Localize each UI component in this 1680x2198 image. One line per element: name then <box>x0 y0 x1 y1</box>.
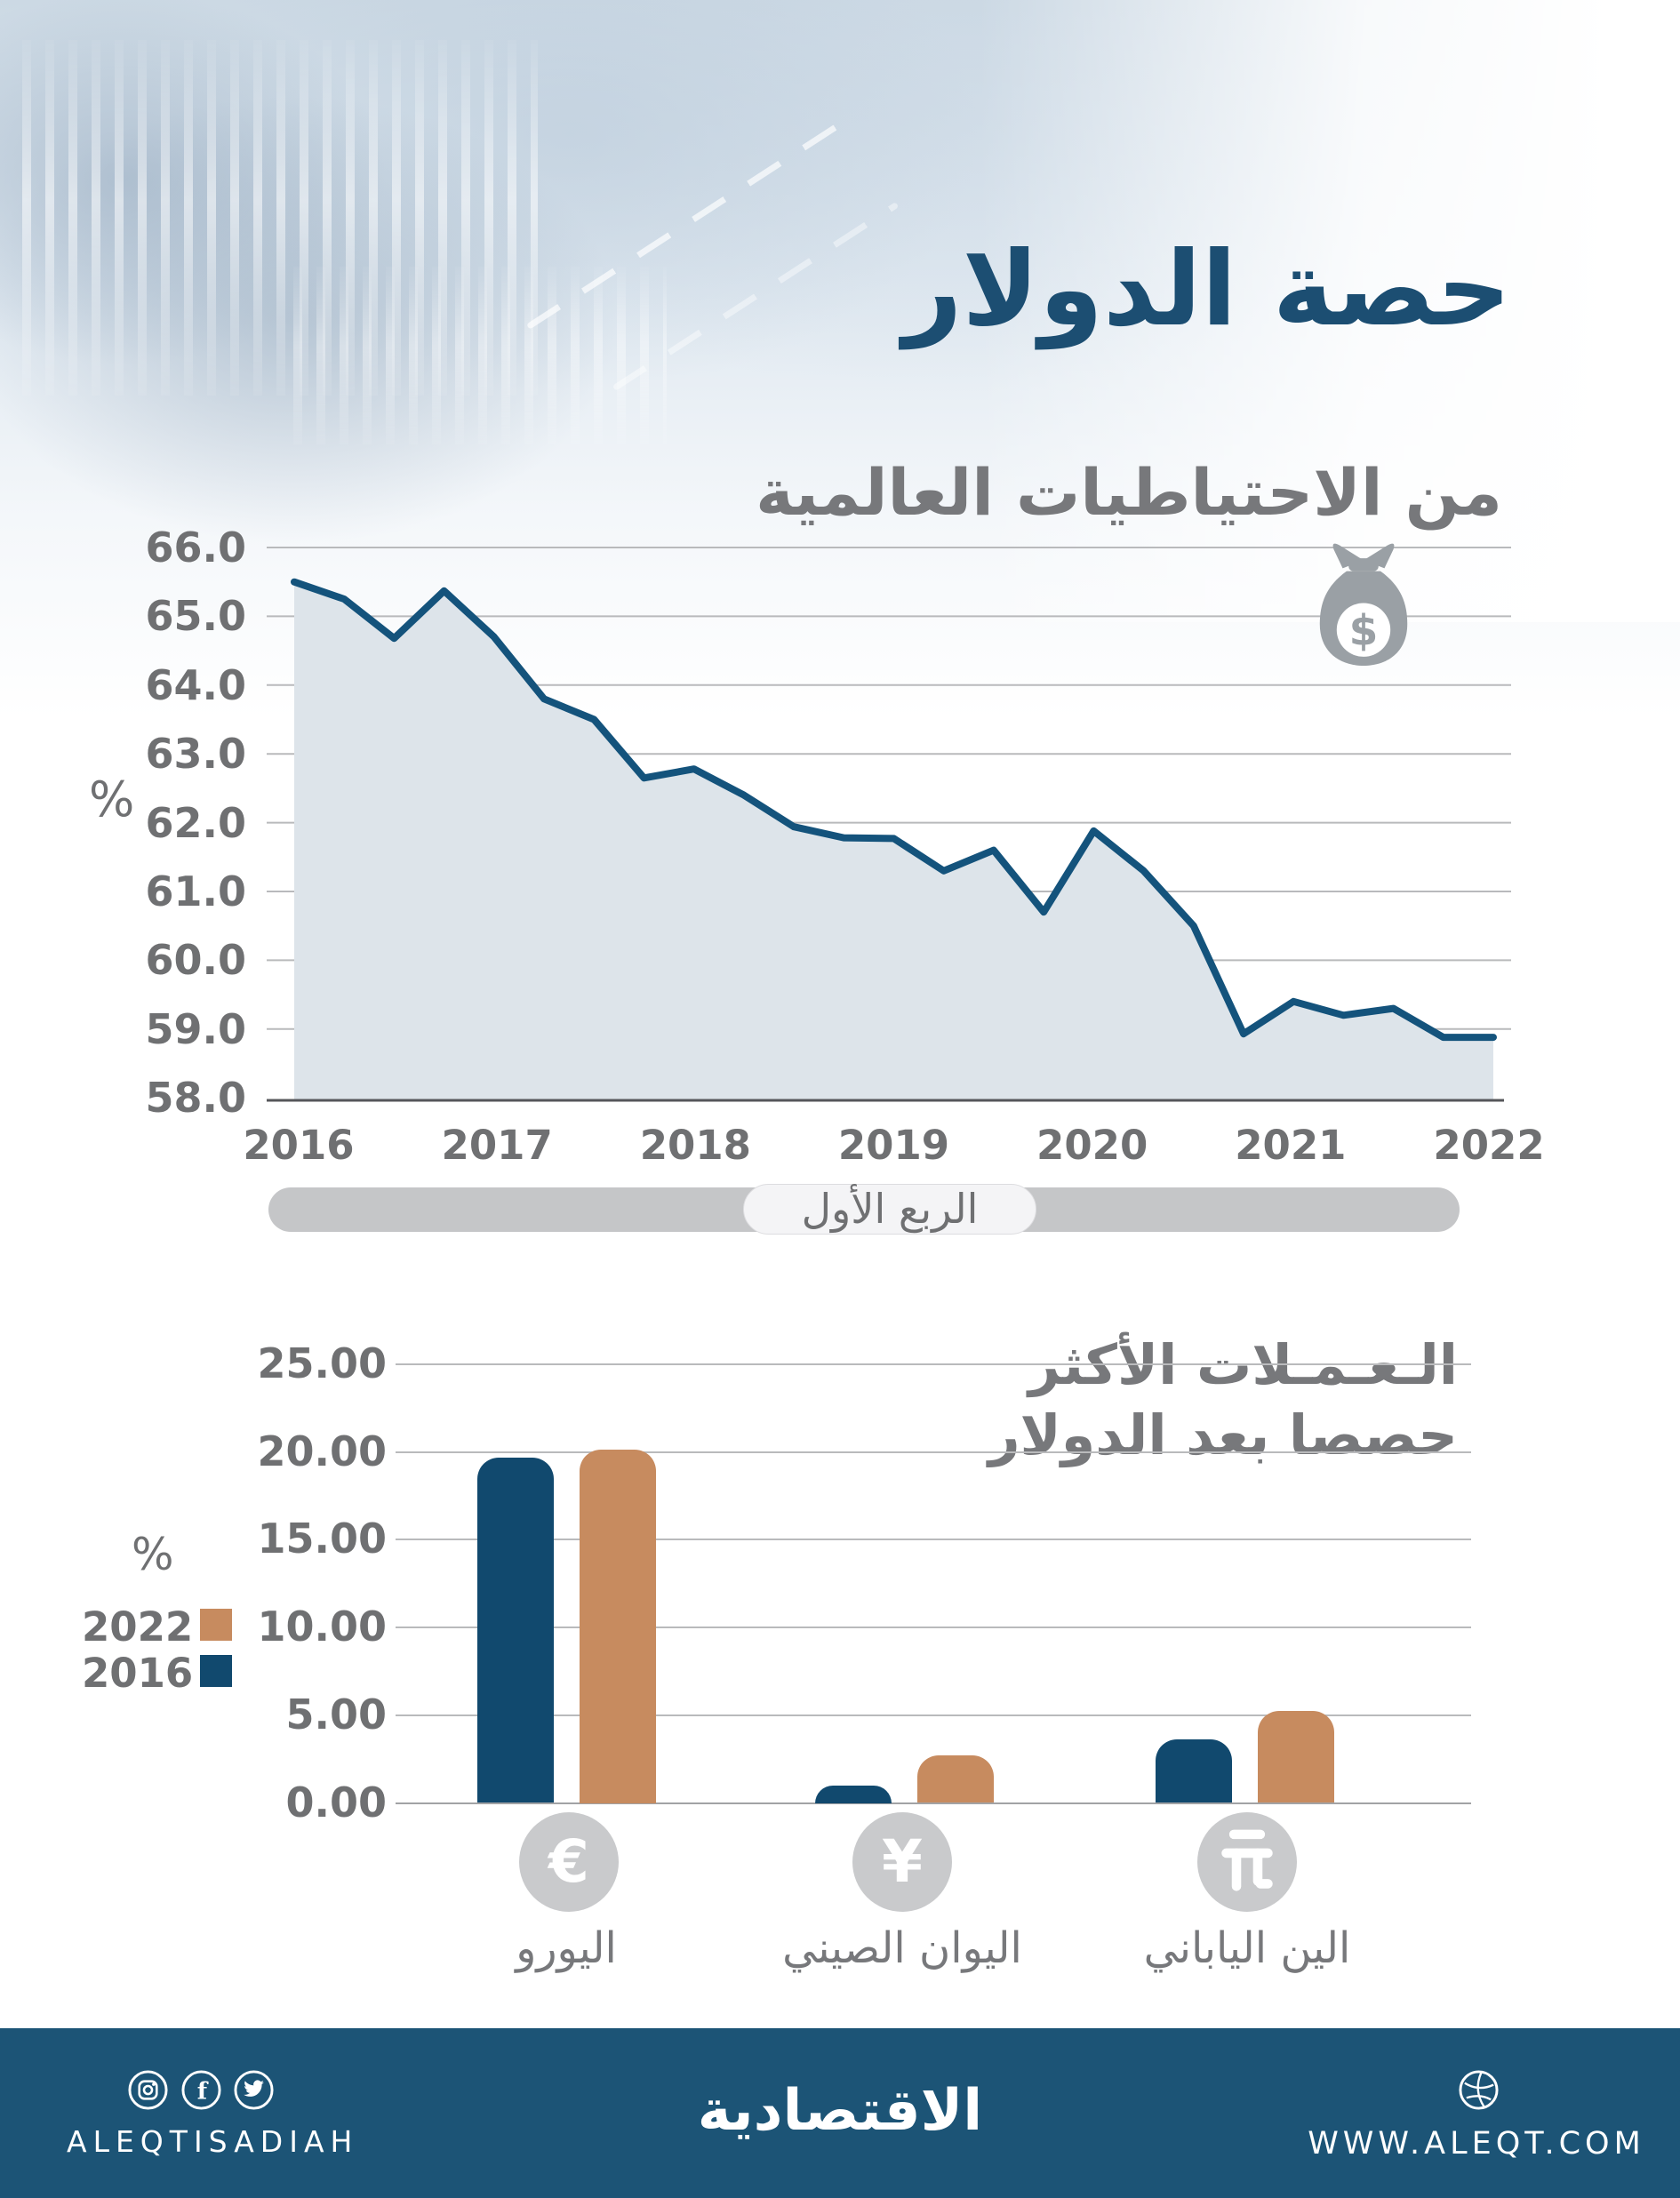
background-chart-bars <box>22 40 538 396</box>
facebook-icon[interactable]: f <box>180 2069 222 2111</box>
y-axis-tick-label: 62.0 <box>145 798 247 847</box>
x-axis-year-label: 2020 <box>1036 1122 1148 1169</box>
money-bag-icon: $ <box>1319 543 1408 666</box>
background-fade <box>978 0 1680 622</box>
x-axis-year-label: 2018 <box>639 1122 751 1169</box>
footer-bar <box>0 2028 1680 2198</box>
page-subtitle: من الاحتياطيات العالمية <box>756 455 1502 530</box>
euro-glyph: € <box>548 1827 589 1896</box>
legend-label-2022: 2022 <box>82 1603 194 1650</box>
background-chart-bars-2 <box>293 267 667 444</box>
legend-label-2016: 2016 <box>82 1650 194 1697</box>
bar-y-tick-label: 10.00 <box>257 1603 387 1650</box>
bar-gridline <box>396 1714 1471 1716</box>
bar-chart-unit-label: % <box>132 1529 174 1580</box>
y-axis-tick-label: 66.0 <box>145 524 247 571</box>
footer-brand-logo: الاقتصادية <box>697 2078 983 2144</box>
legend-swatch-2022 <box>200 1609 232 1641</box>
legend-swatch-2016 <box>200 1655 232 1687</box>
y-axis-tick-label: 65.0 <box>145 592 247 641</box>
bar-y-tick-label: 20.00 <box>257 1427 387 1475</box>
x-axis-year-label: 2019 <box>837 1122 950 1169</box>
dollar-share-area-chart <box>267 547 1511 1102</box>
bar-y-tick-label: 25.00 <box>257 1339 387 1387</box>
y-axis-tick-label: 58.0 <box>145 1074 247 1123</box>
x-axis-year-label: 2021 <box>1235 1122 1347 1169</box>
svg-text:f: f <box>197 2077 209 2105</box>
bar-2016-yuan <box>815 1786 892 1803</box>
bar-gridline <box>396 1451 1471 1453</box>
bar-gridline <box>396 1363 1471 1365</box>
footer-website-link[interactable]: WWW.ALEQT.COM <box>1308 2126 1645 2162</box>
bar-chart-title-line2: حصصا بعد الدولار <box>988 1403 1458 1468</box>
svg-text:$: $ <box>1349 606 1379 655</box>
bar-y-tick-label: 0.00 <box>285 1778 388 1826</box>
instagram-icon[interactable] <box>127 2069 169 2111</box>
yen-icon <box>1197 1812 1297 1912</box>
y-axis-tick-label: 61.0 <box>145 867 247 915</box>
yuan-glyph: ¥ <box>882 1827 923 1896</box>
yuan-icon: ¥ <box>852 1812 952 1912</box>
y-axis-tick-label: 59.0 <box>145 1004 247 1053</box>
y-axis-tick-label: 60.0 <box>145 936 247 985</box>
bar-2016-yen <box>1156 1739 1232 1802</box>
quarter-pill-button[interactable]: الربع الأول <box>743 1184 1036 1235</box>
x-axis-year-label: 2016 <box>243 1122 355 1169</box>
line-chart-unit-label: % <box>89 771 135 827</box>
twitter-icon[interactable] <box>233 2069 275 2111</box>
x-axis-year-label: 2022 <box>1433 1122 1545 1169</box>
bar-2022-yen <box>1258 1711 1334 1802</box>
category-label-yuan: اليوان الصيني <box>782 1923 1022 1973</box>
category-label-euro: اليورو <box>516 1923 617 1973</box>
bar-gridline <box>396 1802 1471 1804</box>
bar-chart-title: الـعـمـلات الأكثر حصصا بعد الدولار <box>658 1330 1458 1471</box>
bar-2022-yuan <box>917 1755 994 1802</box>
bar-2016-euro <box>477 1458 554 1802</box>
category-label-yen: الين الياباني <box>1143 1923 1351 1973</box>
bar-y-tick-label: 15.00 <box>257 1515 387 1563</box>
x-axis-year-label: 2017 <box>441 1122 553 1169</box>
footer-brand-latin: ALEQTISADIAH <box>67 2124 359 2159</box>
page-title: حصة الدولار <box>902 229 1512 349</box>
bar-y-tick-label: 5.00 <box>285 1690 388 1738</box>
y-axis-tick-label: 64.0 <box>145 660 247 709</box>
bar-gridline <box>396 1539 1471 1540</box>
dollar-share-line <box>291 578 1497 1042</box>
bar-gridline <box>396 1627 1471 1628</box>
globe-icon <box>1459 2070 1499 2110</box>
euro-icon: € <box>519 1812 619 1912</box>
bar-2022-euro <box>580 1450 656 1803</box>
y-axis-tick-label: 63.0 <box>145 730 247 779</box>
yen-glyph <box>1221 1829 1273 1891</box>
